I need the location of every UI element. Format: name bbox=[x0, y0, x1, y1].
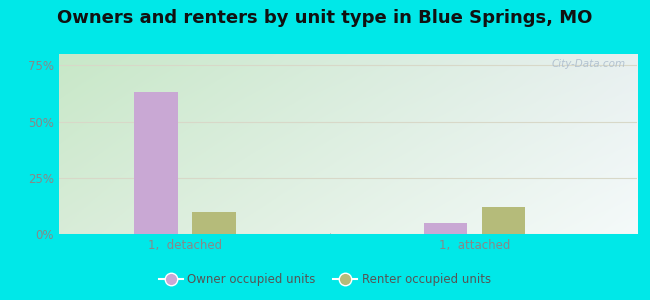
Bar bbox=[192, 212, 236, 234]
Legend: Owner occupied units, Renter occupied units: Owner occupied units, Renter occupied un… bbox=[154, 269, 496, 291]
Bar bbox=[482, 207, 525, 234]
Bar bbox=[135, 92, 178, 234]
Text: City-Data.com: City-Data.com bbox=[551, 59, 625, 69]
Bar bbox=[424, 223, 467, 234]
Text: Owners and renters by unit type in Blue Springs, MO: Owners and renters by unit type in Blue … bbox=[57, 9, 593, 27]
